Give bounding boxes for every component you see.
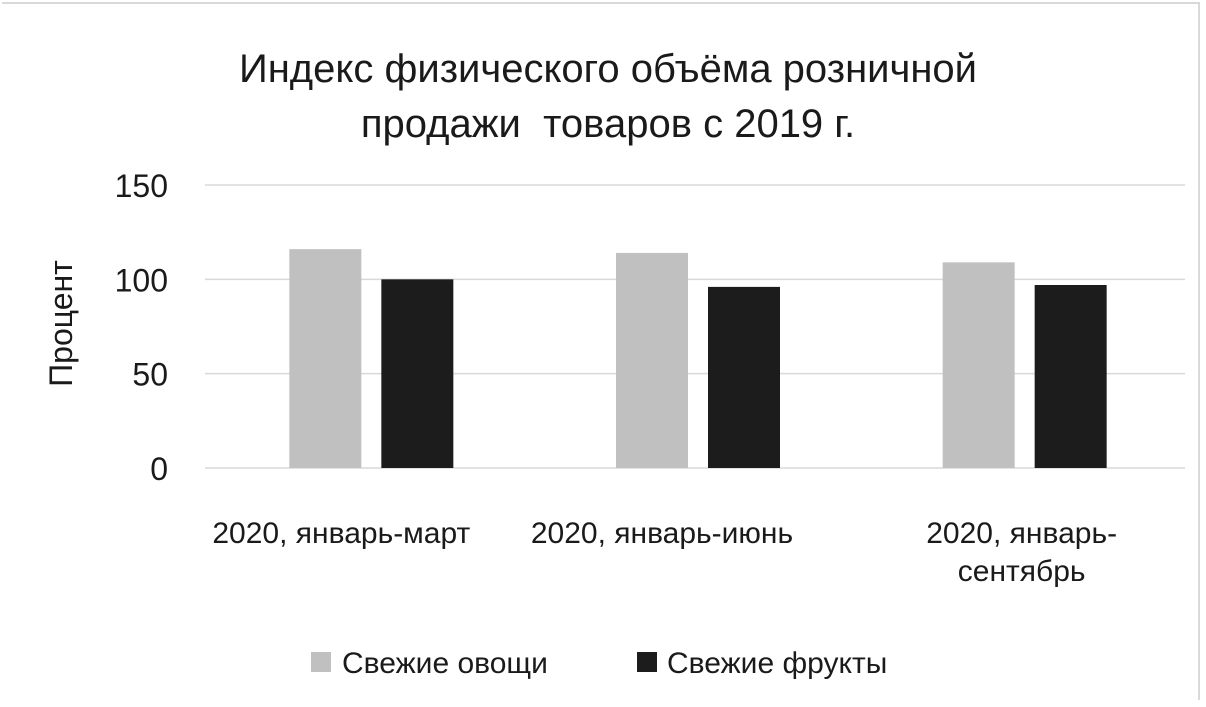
bar-fruits-1 <box>381 279 454 468</box>
y-axis-label: Процент <box>43 260 79 387</box>
y-tick-label: 150 <box>115 168 168 204</box>
chart-title-line: Индекс физического объёма розничной <box>239 47 977 91</box>
gridlines <box>205 184 1185 469</box>
legend: Свежие овощи Свежие фрукты <box>311 647 887 680</box>
legend-label-vegetables: Свежие овощи <box>342 647 548 680</box>
x-tick-labels: 2020, январь-март 2020, январь-июнь 2020, … <box>212 517 1117 588</box>
bar-vegetables-1 <box>289 249 362 468</box>
x-tick-label: 2020, январь- <box>926 517 1117 550</box>
y-tick-labels: 0 50 100 150 <box>115 168 168 487</box>
bar-vegetables-2 <box>616 252 688 468</box>
x-tick-label: сентябрь <box>958 555 1086 588</box>
legend-swatch-fruits <box>637 652 657 672</box>
x-tick-label: 2020, январь-июнь <box>531 517 793 550</box>
y-tick-label: 50 <box>132 357 168 393</box>
y-tick-label: 100 <box>115 262 168 298</box>
chart-title-line: продажи товаров с 2019 г. <box>361 102 855 146</box>
chart-title: Индекс физического объёма розничной прода… <box>239 47 977 146</box>
bars <box>289 249 1107 468</box>
y-axis-label-group: Процент <box>43 260 79 387</box>
bar-vegetables-3 <box>942 262 1015 468</box>
legend-label-fruits: Свежие фрукты <box>667 647 887 680</box>
legend-swatch-vegetables <box>311 652 331 672</box>
y-tick-label: 0 <box>150 451 168 487</box>
bar-fruits-3 <box>1034 284 1107 468</box>
x-tick-label: 2020, январь-март <box>212 517 470 550</box>
bar-fruits-2 <box>708 286 780 468</box>
